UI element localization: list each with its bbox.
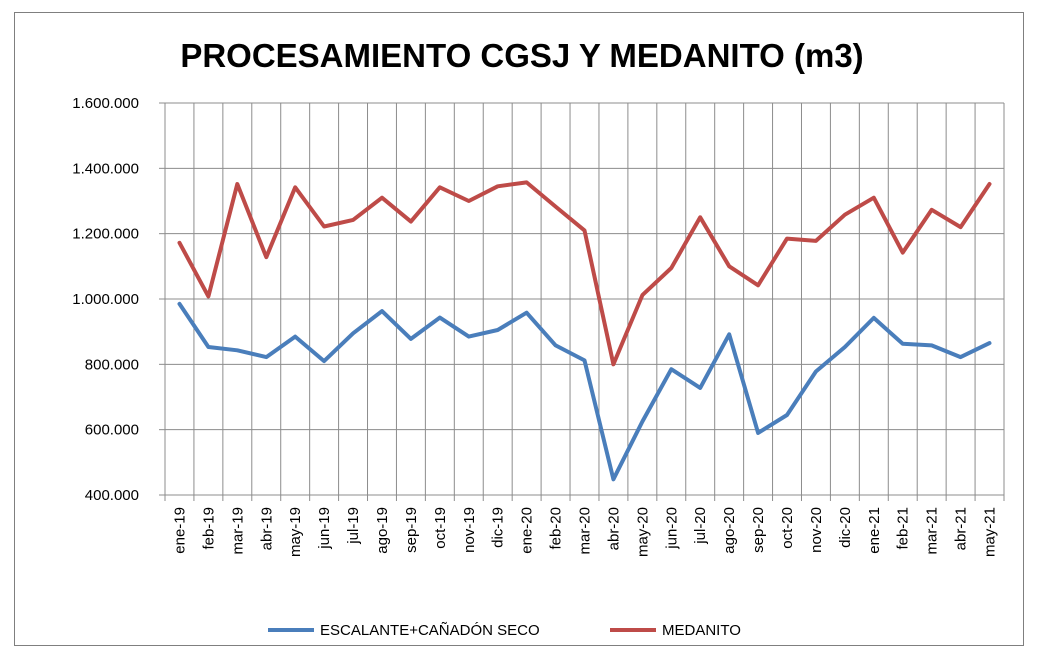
chart-frame [14,12,1024,646]
x-tick-label: jul-20 [692,507,709,545]
legend-label: ESCALANTE+CAÑADÓN SECO [320,622,540,639]
x-tick-label: ene-20 [519,507,536,554]
x-tick-label: jun-20 [663,507,680,550]
y-tick-label: 800.000 [85,356,139,373]
chart-title: PROCESAMIENTO CGSJ Y MEDANITO (m3) [180,37,863,74]
x-tick-label: dic-20 [837,507,854,548]
y-tick-label: 1.200.000 [72,226,139,243]
x-tick-label: sep-20 [750,507,767,553]
x-tick-label: may-19 [287,507,304,557]
x-tick-label: ago-19 [374,507,391,554]
x-tick-label: sep-19 [403,507,420,553]
x-tick-label: oct-20 [779,507,796,549]
gridlines [165,102,1005,495]
y-tick-label: 1.600.000 [72,95,139,112]
x-tick-label: abr-20 [605,507,622,550]
x-tick-label: ago-20 [721,507,738,554]
axes [159,102,1005,501]
x-tick-label: mar-21 [924,507,941,555]
x-tick-label: abr-21 [953,507,970,550]
y-tick-label: 400.000 [85,487,139,504]
series-lines [177,180,992,482]
y-axis-tick-labels: 400.000 600.000 800.000 1.000.000 1.200.000 1… [72,95,139,504]
x-axis-tick-labels: ene-19 feb-19 mar-19 abr-19 may-19 jun-19 jul-… [171,507,998,557]
x-tick-label: mar-19 [229,507,246,555]
x-tick-label: mar-20 [577,507,594,555]
x-tick-label: oct-19 [432,507,449,549]
x-tick-label: ene-21 [866,507,883,554]
y-tick-label: 600.000 [85,422,139,439]
series-line-escalante-canadon-seco [177,301,992,482]
x-tick-label: feb-20 [548,507,565,550]
x-tick-label: may-21 [982,507,999,557]
x-tick-label: abr-19 [258,507,275,550]
x-tick-label: nov-19 [461,507,478,553]
x-tick-label: may-20 [634,507,651,557]
legend-label: MEDANITO [662,622,741,639]
x-tick-label: nov-20 [808,507,825,553]
x-tick-label: feb-21 [895,507,912,550]
series-line-medanito [177,180,992,367]
x-tick-label: dic-19 [490,507,507,548]
legend: ESCALANTE+CAÑADÓN SECO MEDANITO [268,622,741,639]
x-tick-label: jul-19 [345,507,362,545]
x-tick-label: jun-19 [316,507,333,550]
y-tick-label: 1.000.000 [72,291,139,308]
x-tick-label: ene-19 [171,507,188,554]
x-tick-label: feb-19 [200,507,217,550]
y-tick-label: 1.400.000 [72,160,139,177]
